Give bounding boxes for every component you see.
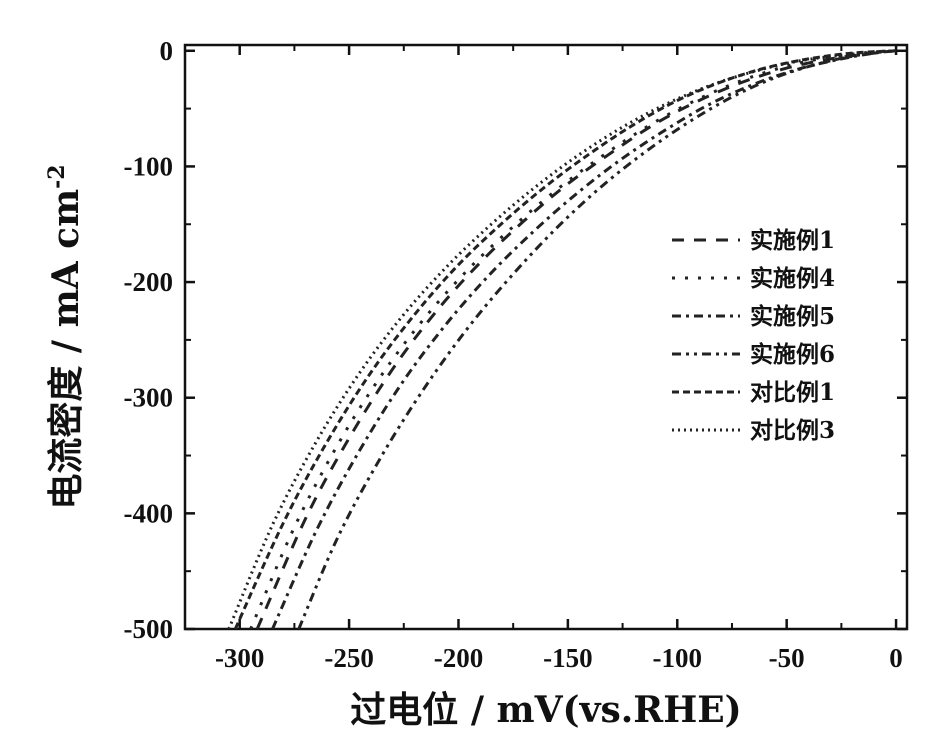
series-line-3 bbox=[271, 49, 897, 630]
x-tick-label: -50 bbox=[769, 643, 805, 673]
x-axis-ticks: -300 -250 -200 -150 -100 -50 0 bbox=[215, 45, 903, 673]
legend: 实施例1 实施例4 实施例5 实施例6 对比例1 对比例3 bbox=[672, 227, 835, 444]
y-axis-title-main: 电流密度 / mA cm bbox=[45, 189, 87, 510]
y-tick-label: -300 bbox=[124, 383, 174, 413]
legend-label-5: 对比例1 bbox=[750, 379, 835, 406]
series-line-4 bbox=[297, 49, 897, 630]
x-tick-label: -250 bbox=[324, 643, 374, 673]
legend-label-2: 实施例4 bbox=[750, 265, 835, 292]
series-line-5 bbox=[233, 49, 897, 630]
series-line-2 bbox=[249, 49, 897, 630]
y-axis-title: 电流密度 / mA cm-2 bbox=[44, 164, 87, 509]
y-tick-label: 0 bbox=[160, 36, 174, 66]
y-axis-title-superscript: -2 bbox=[44, 164, 70, 188]
x-axis-title: 过电位 / mV(vs.RHE) bbox=[350, 689, 741, 731]
y-tick-label: -400 bbox=[124, 498, 174, 528]
legend-label-6: 对比例3 bbox=[750, 417, 835, 444]
x-tick-label: 0 bbox=[889, 643, 903, 673]
y-tick-label: -500 bbox=[124, 614, 174, 644]
x-tick-label: -100 bbox=[653, 643, 703, 673]
y-tick-label: -200 bbox=[124, 267, 174, 297]
y-tick-label: -100 bbox=[124, 151, 174, 181]
series-line-6 bbox=[227, 49, 897, 630]
legend-label-1: 实施例1 bbox=[750, 227, 835, 254]
series-line-1 bbox=[255, 49, 897, 630]
legend-label-4: 实施例6 bbox=[750, 341, 835, 368]
plot-frame bbox=[183, 43, 909, 631]
series-lines bbox=[227, 49, 897, 630]
x-tick-label: -300 bbox=[215, 643, 265, 673]
y-axis-ticks: 0 -100 -200 -300 -400 -500 bbox=[124, 36, 907, 644]
x-tick-label: -150 bbox=[543, 643, 593, 673]
legend-label-3: 实施例5 bbox=[750, 303, 835, 330]
x-tick-label: -200 bbox=[434, 643, 484, 673]
